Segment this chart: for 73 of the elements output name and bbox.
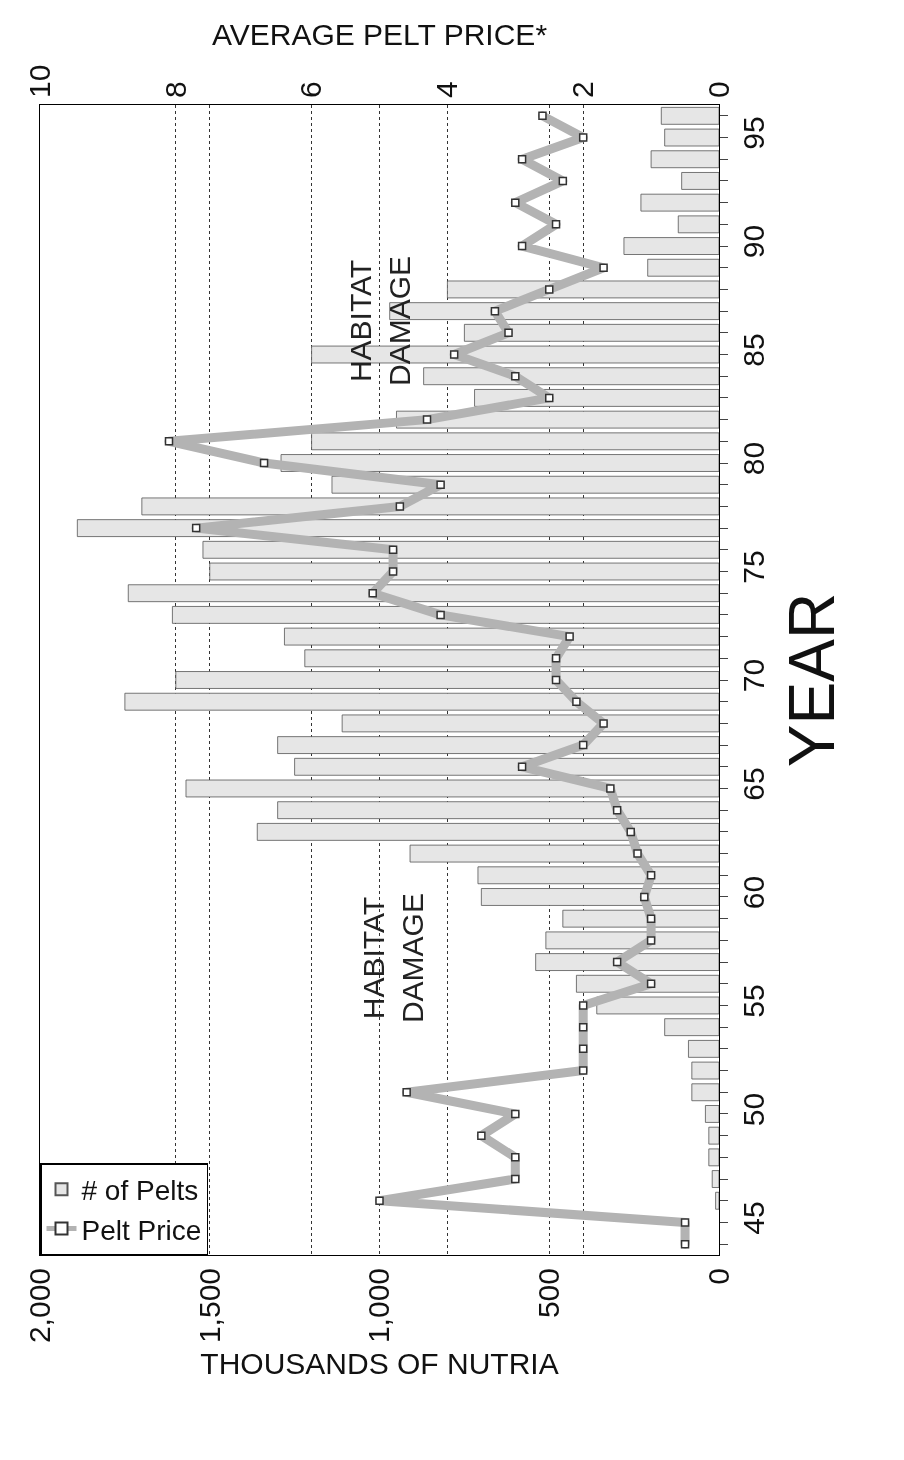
bar [691,1083,719,1102]
bar [480,888,719,906]
x-tick-label: 1,000 [362,1268,396,1344]
bar [277,736,719,754]
annotation: HABITAT DAMAGE [357,893,430,1024]
bar [623,237,719,255]
y-tick-label: 85 [737,333,770,367]
bar [127,584,719,603]
x2-tick-label: 6 [294,81,328,98]
y-tick-label: 80 [737,441,770,476]
y-tick-label: 90 [737,224,770,259]
bar [691,1061,719,1080]
bar [664,1018,719,1037]
y-tick-label: 50 [737,1092,770,1127]
bar [284,627,719,646]
bar [447,280,719,299]
bar [688,1040,719,1058]
bar [708,1126,719,1145]
bar [640,193,719,212]
y-tick-label: 45 [737,1201,770,1235]
x2-axis-title: AVERAGE PELT PRICE* [211,17,548,51]
legend-label: # of Pelts [81,1175,199,1207]
bar [715,1191,719,1210]
bar [202,540,719,559]
y-tick-label: 65 [737,767,770,801]
bar [409,844,719,863]
x2-tick-label: 8 [158,81,192,98]
bar [650,150,719,169]
bar [294,757,719,776]
bar [175,671,719,689]
y-tick-label: 60 [737,875,770,910]
bar [681,172,719,190]
bar [711,1170,719,1188]
bar [277,801,719,820]
x2-tick-label: 2 [565,81,599,98]
bar [463,323,719,342]
bar [647,258,719,277]
x-tick-label: 1,500 [192,1268,226,1344]
bar [341,714,719,733]
bar [477,866,719,885]
y-tick-label: 55 [737,984,770,1018]
bar [304,649,719,668]
bar [256,823,719,841]
bar [124,692,719,711]
y-tick-label: 75 [737,550,770,584]
bar [209,562,719,581]
bar [545,931,719,950]
y-tick-label: 95 [737,116,770,150]
x2-tick-label: 0 [701,81,735,98]
y-tick-label: 70 [737,658,770,693]
legend-label: Pelt Price [81,1214,202,1246]
x2-tick-label: 4 [430,81,464,98]
bar [172,606,719,624]
bar [705,1105,719,1123]
bar [664,128,719,147]
x-axis-title: THOUSANDS OF NUTRIA [200,1346,559,1380]
bar [423,367,719,386]
y-axis-title: YEAR [776,592,849,768]
bar [708,1148,719,1167]
bar [141,497,719,516]
bar [677,215,719,234]
x-tick-label: 2,000 [22,1268,56,1344]
bar [185,779,719,798]
bar [596,996,719,1015]
x2-tick-label: 10 [22,64,56,98]
bar [660,106,719,125]
bar [535,953,719,971]
x-tick-label: 500 [532,1268,565,1319]
x-tick-label: 0 [701,1268,735,1285]
bar [280,454,719,472]
bar [311,432,719,451]
annotation: HABITAT DAMAGE [344,255,416,386]
bar [562,909,719,928]
